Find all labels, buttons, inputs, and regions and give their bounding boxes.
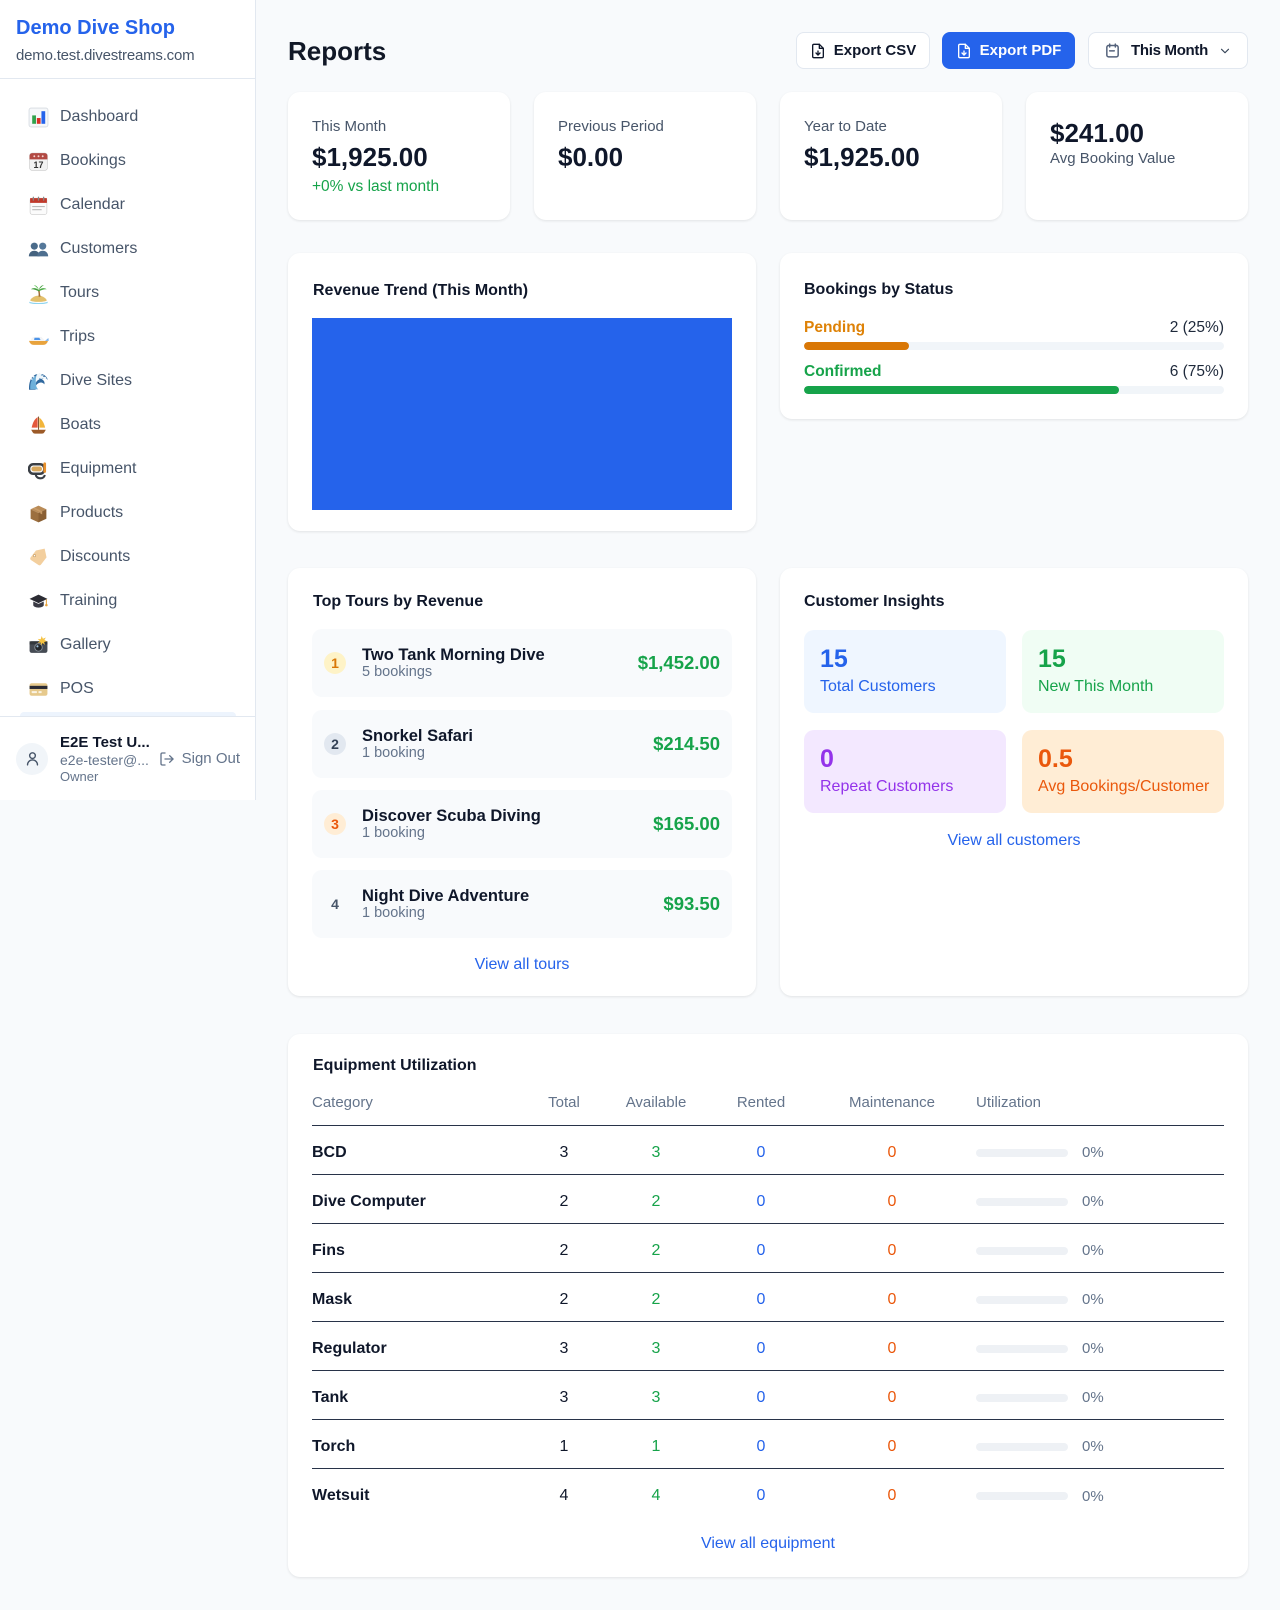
svg-text:17: 17 <box>34 159 44 169</box>
